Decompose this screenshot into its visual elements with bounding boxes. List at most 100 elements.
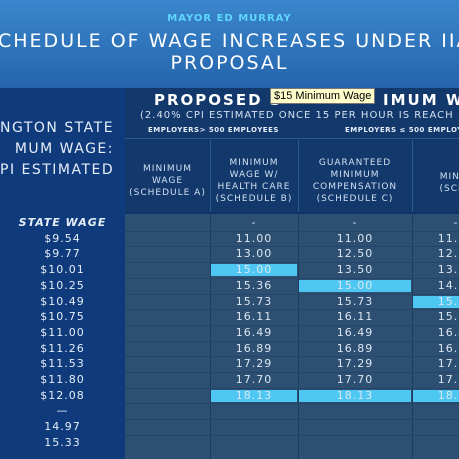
left-header-line: MUM WAGE: <box>14 141 114 157</box>
cell: 12.00 <box>437 247 459 261</box>
banner-left: PROPOSED S <box>154 91 283 109</box>
highlight <box>299 279 411 292</box>
header-rule <box>125 138 459 139</box>
column-header-line: MINIMUM <box>143 164 192 174</box>
cell: 13.50 <box>336 263 374 277</box>
cell: 18.13 <box>235 388 273 402</box>
column-header-line: MINIMUM <box>229 158 279 168</box>
row-rule <box>125 293 459 295</box>
highlight <box>211 389 297 402</box>
table-body <box>125 214 459 459</box>
title-line: PROPOSAL <box>170 52 289 74</box>
row-rule <box>125 262 459 264</box>
row-label: $11.26 <box>40 341 85 355</box>
cell: 12.50 <box>336 247 374 261</box>
column-header-line: MINIM <box>439 172 459 182</box>
cell: 13.00 <box>437 263 459 277</box>
row-label: $12.08 <box>40 388 85 402</box>
cell: 16.49 <box>235 325 273 339</box>
row-label: $11.53 <box>40 357 85 371</box>
row-label: $11.80 <box>40 373 85 386</box>
row-label: $10.25 <box>40 278 85 292</box>
column-header-line: GUARANTEED <box>318 158 392 168</box>
row-rule <box>125 403 459 405</box>
row-rule <box>125 372 459 373</box>
cell: 15.00 <box>437 294 459 308</box>
cell: 17.29 <box>235 357 273 371</box>
left-header-line: NGTON STATE <box>0 120 115 136</box>
column-rule <box>298 140 299 212</box>
group-label: EMPLOYERS ≤ 500 EMPLOY <box>345 126 459 134</box>
row-rule <box>125 434 459 436</box>
cell: 11.00 <box>437 231 459 245</box>
column-header-line: (SCHEDULE C) <box>316 194 394 204</box>
column-header-line: (SCHE <box>439 184 459 194</box>
column-header-line: WAGE <box>151 176 184 186</box>
cell: 16.11 <box>336 310 374 324</box>
column-header-line: (SCHEDULE B) <box>215 194 293 204</box>
row-label: — <box>56 404 69 418</box>
row-rule <box>125 277 459 279</box>
kicker: MAYOR ED MURRAY <box>167 13 292 24</box>
cell: 15.75 <box>437 310 459 324</box>
row-label: $11.00 <box>40 325 85 339</box>
highlight <box>413 295 459 308</box>
cell: 11.00 <box>235 231 273 245</box>
left-header-line: PI ESTIMATED <box>0 162 115 178</box>
cell: 11.00 <box>336 231 374 245</box>
cell: 15.36 <box>235 278 273 292</box>
column-rule <box>210 140 211 212</box>
row-label: STATE WAGE <box>18 216 107 229</box>
column-rule <box>412 140 413 212</box>
cell: 17.29 <box>437 357 459 371</box>
cell: 18.13 <box>336 388 374 402</box>
cell: 17.70 <box>336 373 374 386</box>
highlight <box>211 264 297 277</box>
row-rule <box>125 246 459 248</box>
banner-right: IMUM WA <box>383 91 459 109</box>
row-label: $10.49 <box>40 294 85 308</box>
highlight <box>413 389 459 402</box>
cell: 14.00 <box>437 278 459 292</box>
row-rule <box>125 419 459 421</box>
cell: 15.00 <box>336 278 374 292</box>
column-header-line: MINIMUM <box>330 170 380 180</box>
cell: 13.00 <box>235 247 273 261</box>
row-rule <box>125 356 459 358</box>
left-panel <box>0 88 125 459</box>
row-label: $10.75 <box>40 310 85 324</box>
row-label: 15.33 <box>44 435 81 449</box>
column-header-line: (SCHEDULE A) <box>129 188 206 198</box>
column-rule <box>210 214 211 459</box>
row-rule <box>125 309 459 311</box>
cell: 18.13 <box>437 388 459 402</box>
row-rule <box>125 340 459 342</box>
column-rule <box>298 214 299 459</box>
row-label: $9.77 <box>44 247 81 261</box>
cell: 17.29 <box>336 357 374 371</box>
cell: - <box>251 216 257 229</box>
column-header-line: WAGE W/ <box>229 170 279 180</box>
column-rule <box>412 214 413 459</box>
highlight <box>299 389 411 402</box>
tooltip: $15 Minimum Wage <box>270 88 376 104</box>
row-rule <box>125 230 459 232</box>
header-band <box>0 0 459 88</box>
group-label: EMPLOYERS> 500 EMPLOYEES <box>148 126 279 134</box>
cell: 15.73 <box>235 294 273 308</box>
row-label: 14.97 <box>44 420 81 434</box>
right-header <box>125 88 459 212</box>
row-label: $10.01 <box>40 263 85 277</box>
cell: 17.70 <box>235 373 273 386</box>
cell: 15.73 <box>336 294 374 308</box>
cell: 16.89 <box>437 341 459 355</box>
cell: 16.49 <box>437 325 459 339</box>
cell: 17.70 <box>437 373 459 386</box>
column-header-line: COMPENSATION <box>312 182 398 192</box>
cell: 15.00 <box>235 263 273 277</box>
title-line: CHEDULE OF WAGE INCREASES UNDER IIAC <box>0 30 459 52</box>
cell: - <box>453 216 459 229</box>
column-header-line: HEALTH CARE <box>217 182 291 192</box>
cell: 16.11 <box>235 310 273 324</box>
